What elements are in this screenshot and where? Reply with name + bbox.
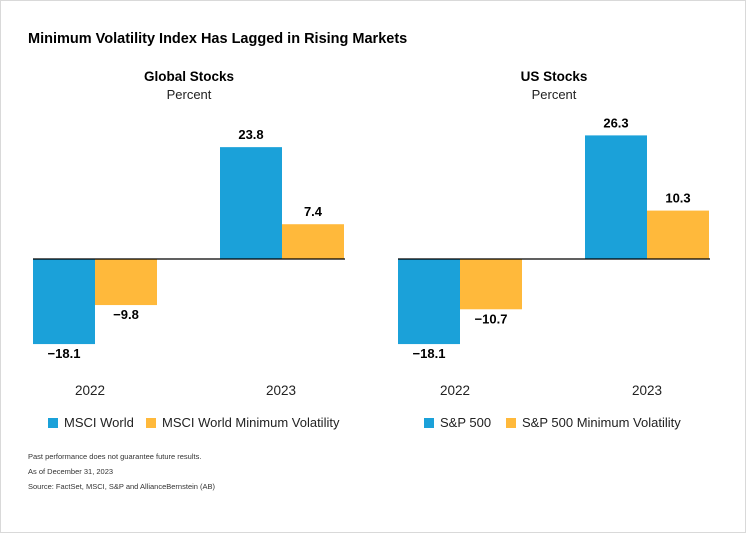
category-label-0-2023: 2023: [266, 383, 296, 398]
legend-item-sp500-min-vol: S&P 500 Minimum Volatility: [506, 415, 681, 430]
chart-title: Minimum Volatility Index Has Lagged in R…: [28, 31, 408, 47]
panel-subtitle-us: Percent: [531, 87, 577, 102]
legend-swatch-msci-world: [48, 417, 58, 428]
legend-label-msci-world: MSCI World: [64, 415, 134, 430]
bar-1-2022-s0: [398, 259, 460, 345]
data-label-0-2022-s1: −9.8: [113, 307, 139, 322]
footnote-as-of-date: As of December 31, 2023: [28, 467, 114, 476]
category-label-0-2022: 2022: [75, 383, 105, 398]
category-label-1-2022: 2022: [440, 383, 470, 398]
legend-item-msci-world-min-vol: MSCI World Minimum Volatility: [146, 415, 339, 430]
footnote-source: Source: FactSet, MSCI, S&P and AllianceB…: [28, 482, 216, 491]
data-label-0-2022-s0: −18.1: [48, 346, 81, 361]
data-label-0-2023-s0: 23.8: [238, 127, 263, 142]
panel-title-us: US Stocks: [520, 69, 588, 84]
panel-title-global: Global Stocks: [143, 69, 235, 84]
legend-swatch-msci-world-min-vol: [146, 417, 156, 428]
data-label-1-2023-s1: 10.3: [665, 191, 690, 206]
legend-label-msci-world-min-vol: MSCI World Minimum Volatility: [162, 415, 340, 430]
legend-label-sp500: S&P 500: [440, 415, 492, 430]
bar-1-2023-s1: [647, 210, 709, 259]
legend-item-msci-world: MSCI World: [48, 415, 134, 430]
data-label-1-2022-s0: −18.1: [413, 346, 446, 361]
bar-1-2022-s1: [460, 259, 522, 310]
legend-item-sp500: S&P 500: [424, 415, 491, 430]
bar-0-2022-s0: [33, 259, 95, 345]
bar-0-2023-s0: [220, 147, 282, 259]
footnote-past-performance: Past performance does not guarantee futu…: [28, 452, 202, 461]
legend-label-sp500-min-vol: S&P 500 Minimum Volatility: [522, 415, 681, 430]
data-label-1-2022-s1: −10.7: [475, 311, 508, 326]
panel-subtitle-global: Percent: [166, 87, 212, 102]
bar-1-2023-s0: [585, 135, 647, 259]
data-label-1-2023-s0: 26.3: [603, 115, 628, 130]
data-label-0-2023-s1: 7.4: [304, 204, 323, 219]
legend-swatch-sp500-min-vol: [506, 417, 516, 428]
legend-swatch-sp500: [424, 417, 434, 428]
bar-0-2022-s1: [95, 259, 157, 306]
bar-0-2023-s1: [282, 224, 344, 259]
category-label-1-2023: 2023: [632, 383, 662, 398]
